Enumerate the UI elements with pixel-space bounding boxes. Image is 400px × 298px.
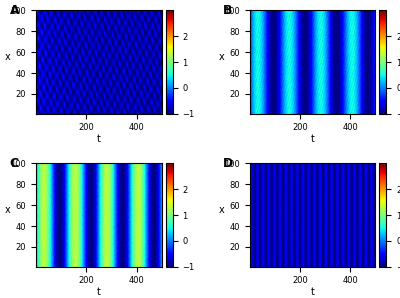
Y-axis label: x: x <box>218 205 224 215</box>
X-axis label: t: t <box>310 287 314 297</box>
Text: D: D <box>223 157 233 170</box>
X-axis label: t: t <box>97 134 101 144</box>
Y-axis label: x: x <box>5 205 11 215</box>
Y-axis label: x: x <box>5 52 11 62</box>
Y-axis label: x: x <box>218 52 224 62</box>
X-axis label: t: t <box>97 287 101 297</box>
Text: B: B <box>223 4 233 17</box>
Text: A: A <box>10 4 19 17</box>
Text: C: C <box>10 157 19 170</box>
X-axis label: t: t <box>310 134 314 144</box>
